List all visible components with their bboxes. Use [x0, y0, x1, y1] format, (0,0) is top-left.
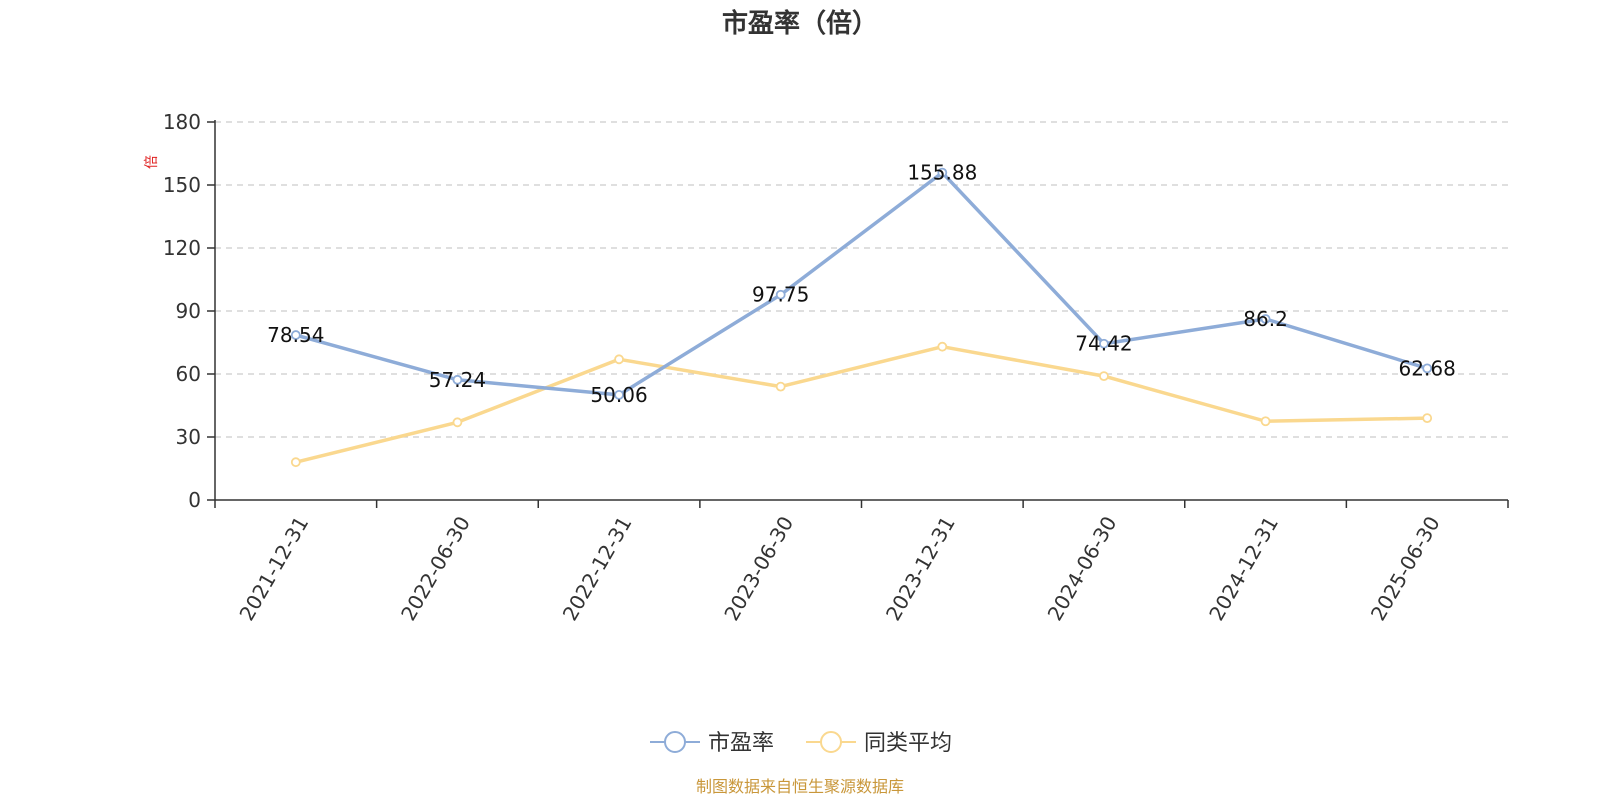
x-tick-label: 2024-06-30	[1043, 512, 1122, 625]
y-tick-label: 30	[176, 425, 201, 449]
grid-lines	[215, 121, 1508, 438]
data-point	[614, 389, 624, 400]
data-point	[1260, 416, 1271, 427]
data-label: 86.2	[1243, 307, 1288, 331]
data-label: 50.06	[590, 383, 647, 407]
x-tick-label: 2022-06-30	[396, 512, 475, 625]
x-tick-label: 2023-06-30	[719, 512, 798, 625]
data-point	[1422, 413, 1433, 424]
legend[interactable]: 市盈率 同类平均	[650, 731, 952, 756]
legend-marker	[820, 731, 842, 753]
x-tick-label: 2025-06-30	[1366, 512, 1445, 625]
data-point	[937, 341, 948, 352]
data-point	[775, 381, 786, 392]
data-label: 155.88	[907, 161, 977, 185]
chart-title: 市盈率（倍）	[722, 8, 878, 39]
x-tick-label: 2021-12-31	[234, 512, 313, 625]
data-label: 78.54	[267, 323, 324, 347]
y-tick-label: 150	[163, 173, 201, 197]
x-tick-label: 2022-12-31	[558, 512, 637, 625]
data-point	[1099, 371, 1109, 382]
legend-label: 市盈率	[708, 731, 774, 756]
legend-item-0[interactable]: 市盈率	[650, 731, 774, 756]
data-point	[290, 330, 301, 340]
data-point	[452, 374, 463, 385]
y-tick-label: 0	[188, 488, 201, 512]
series-line	[295, 344, 1428, 464]
data-label: 74.42	[1075, 332, 1132, 356]
series-group: 78.54 57.24 50.06 97.75 155.88 74.42 86.2 62.68	[267, 161, 1456, 468]
legend-item-1[interactable]: 同类平均	[806, 731, 952, 756]
series-0: 78.54 57.24 50.06 97.75 155.88 74.42 86.2 62.68	[267, 161, 1456, 407]
data-point	[452, 417, 463, 428]
data-point	[937, 167, 948, 178]
legend-label: 同类平均	[864, 731, 952, 756]
series-1	[290, 341, 1433, 468]
x-tick-label: 2024-12-31	[1204, 512, 1283, 625]
axes: 0 30 60 90 120 150 180 2021-12-31 2022-06-30 2022…	[163, 110, 1509, 625]
source-note: 制图数据来自恒生聚源数据库	[696, 777, 904, 796]
y-tick-label: 120	[163, 236, 201, 260]
series-line	[295, 170, 1428, 397]
data-point	[1260, 314, 1271, 324]
data-point	[290, 457, 301, 468]
data-label: 62.68	[1399, 356, 1456, 380]
y-tick-label: 180	[163, 110, 201, 134]
data-label: 97.75	[752, 283, 809, 307]
data-point	[614, 354, 624, 365]
y-axis-unit-label: 倍	[144, 155, 160, 169]
y-tick-label: 90	[176, 299, 201, 323]
data-point	[1099, 338, 1109, 349]
x-tick-label: 2023-12-31	[881, 512, 960, 625]
data-point	[1422, 363, 1433, 374]
data-label: 57.24	[429, 368, 486, 392]
legend-marker	[664, 731, 686, 753]
y-tick-label: 60	[176, 362, 201, 386]
data-point	[775, 289, 786, 300]
